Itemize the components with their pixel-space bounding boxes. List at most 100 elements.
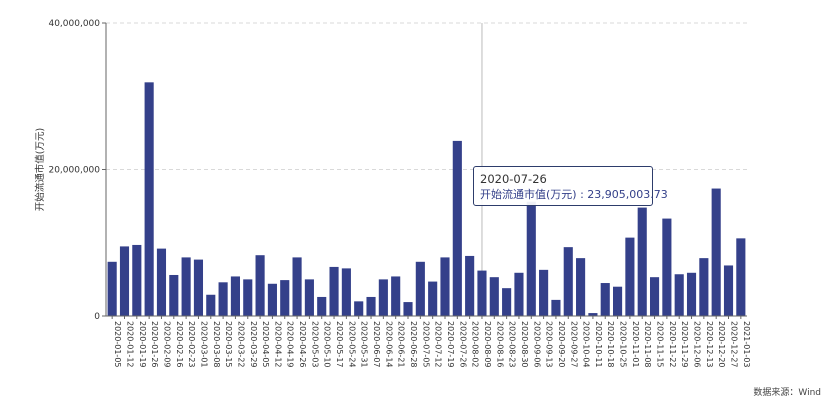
bar <box>502 288 512 316</box>
bar <box>440 257 450 316</box>
x-tick-label: 2020-06-14 <box>384 321 393 368</box>
bar <box>181 257 191 316</box>
x-tick-label: 2020-09-06 <box>532 321 541 368</box>
x-tick-label: 2020-08-16 <box>495 321 504 368</box>
bar <box>169 274 179 316</box>
bar <box>699 258 709 316</box>
bar <box>686 272 697 316</box>
x-tick-label: 2020-01-19 <box>138 321 147 368</box>
bar <box>403 302 413 316</box>
x-tick-label: 2020-08-02 <box>471 321 480 368</box>
x-tick-label: 2020-07-12 <box>434 321 443 368</box>
tooltip-date: 2020-07-26 <box>480 172 547 186</box>
x-tick-label: 2020-09-13 <box>545 321 554 368</box>
bar <box>280 280 290 316</box>
x-tick-label: 2020-10-18 <box>606 321 615 368</box>
x-tick-label: 2020-11-15 <box>656 321 665 368</box>
bar <box>477 270 487 316</box>
x-tick-label: 2020-05-24 <box>347 321 356 368</box>
bar <box>415 261 425 316</box>
bar <box>711 188 721 316</box>
x-tick-label: 2020-12-27 <box>730 321 739 368</box>
x-tick-label: 2020-11-29 <box>680 321 689 368</box>
bar <box>144 82 154 317</box>
bar <box>662 218 672 316</box>
x-tick-label: 2020-08-30 <box>520 321 529 368</box>
bar <box>576 258 586 316</box>
bar <box>539 269 549 316</box>
x-tick-label: 2020-01-26 <box>150 321 159 368</box>
x-tick-label: 2020-07-05 <box>421 321 430 368</box>
x-tick-label: 2020-06-21 <box>397 321 406 368</box>
x-tick-label: 2020-06-07 <box>372 321 381 368</box>
x-tick-label: 2020-06-28 <box>409 321 418 368</box>
x-tick-label: 2020-03-01 <box>199 321 208 368</box>
bar <box>613 286 623 316</box>
x-tick-label: 2020-04-19 <box>286 321 295 368</box>
bar <box>378 279 388 316</box>
bar <box>600 283 610 316</box>
x-tick-label: 2020-03-15 <box>224 321 233 368</box>
bar <box>119 246 130 316</box>
x-tick-label: 2020-11-22 <box>668 321 677 368</box>
bar <box>341 268 351 316</box>
bar <box>736 238 746 316</box>
bar <box>156 248 167 316</box>
bar <box>354 301 364 316</box>
y-tick-label: 0 <box>94 312 100 322</box>
x-tick-label: 2020-01-12 <box>125 321 134 368</box>
x-tick-label: 2020-05-10 <box>323 321 332 368</box>
bar <box>206 294 216 316</box>
x-tick-label: 2020-12-06 <box>693 321 702 368</box>
x-tick-label: 2020-05-03 <box>310 321 319 368</box>
x-tick-label: 2020-01-05 <box>113 321 122 368</box>
x-tick-label: 2020-11-08 <box>643 321 652 368</box>
bar <box>465 255 475 316</box>
bar <box>563 247 573 316</box>
x-tick-label: 2021-01-03 <box>742 321 751 368</box>
x-tick-label: 2020-12-13 <box>705 321 714 368</box>
bar <box>489 277 499 316</box>
bar <box>132 244 142 316</box>
x-tick-label: 2020-03-22 <box>236 321 245 368</box>
bar <box>674 274 684 316</box>
bar <box>428 281 438 316</box>
x-tick-label: 2020-11-01 <box>631 321 640 368</box>
x-tick-label: 2020-02-09 <box>162 321 171 368</box>
bar <box>526 201 536 316</box>
tooltip-value: 开始流通市值(万元) : 23,905,003.73 <box>480 188 668 201</box>
bar <box>267 283 277 316</box>
x-tick-label: 2020-10-04 <box>582 321 591 368</box>
x-tick-label: 2020-02-16 <box>175 321 184 368</box>
bar <box>230 276 240 316</box>
bar <box>292 257 302 316</box>
x-tick-label: 2020-05-17 <box>335 321 344 368</box>
bar <box>391 276 401 316</box>
x-tick-label: 2020-12-20 <box>717 321 726 368</box>
chart-tooltip: 2020-07-26 开始流通市值(万元) : 23,905,003.73 <box>473 166 668 206</box>
bar <box>452 140 462 316</box>
x-tick-label: 2020-09-27 <box>569 321 578 368</box>
x-tick-label: 2020-04-26 <box>298 321 307 368</box>
x-tick-label: 2020-04-12 <box>273 321 282 368</box>
bar <box>255 255 265 316</box>
bar <box>107 261 117 316</box>
bar <box>649 277 660 316</box>
y-axis-label: 开始流通市值(万元) <box>34 128 46 211</box>
bar <box>329 266 339 316</box>
bar <box>723 265 734 316</box>
x-tick-label: 2020-04-05 <box>261 321 270 368</box>
bar <box>625 237 635 316</box>
x-tick-label: 2020-02-23 <box>187 321 196 368</box>
bar <box>243 279 253 316</box>
x-tick-label: 2020-09-20 <box>557 321 566 368</box>
bar <box>304 279 314 316</box>
bar <box>193 259 204 316</box>
bar <box>514 272 524 316</box>
x-tick-label: 2020-05-31 <box>360 321 369 368</box>
x-tick-label: 2020-07-26 <box>458 321 467 368</box>
x-tick-label: 2020-10-25 <box>619 321 628 368</box>
x-tick-label: 2020-10-11 <box>594 321 603 368</box>
